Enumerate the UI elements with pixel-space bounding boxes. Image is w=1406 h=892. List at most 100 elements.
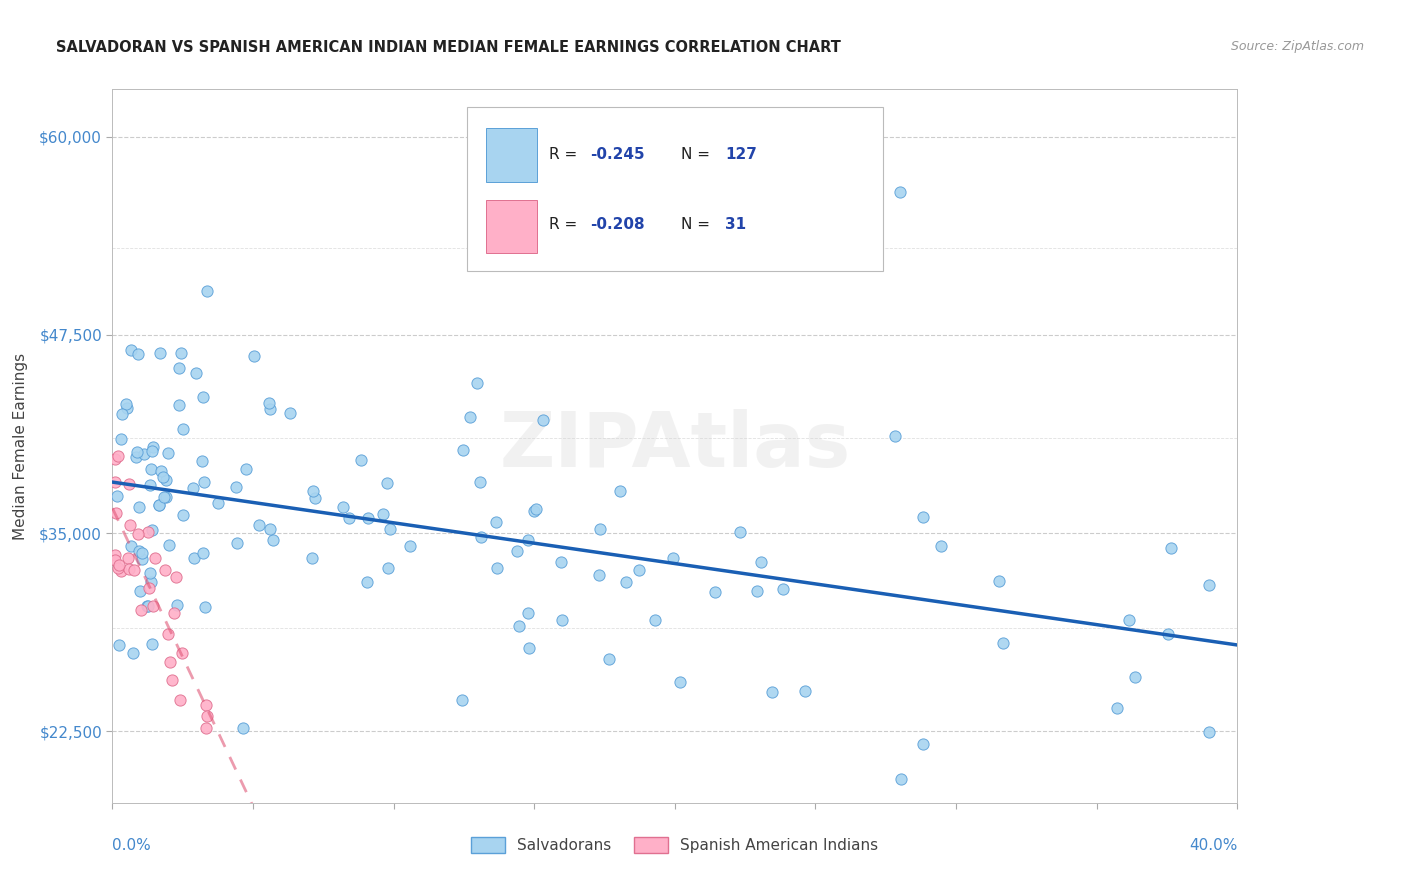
Text: 31: 31 (725, 218, 747, 232)
Point (588, 523, 610, 537)
Text: N =: N = (681, 218, 714, 232)
Text: 0.0%: 0.0% (112, 838, 152, 854)
FancyBboxPatch shape (467, 107, 883, 271)
Point (167, 361, 190, 376)
Point (166, 598, 188, 612)
Point (470, 530, 492, 544)
Point (1107, 701, 1129, 715)
Point (669, 674, 692, 689)
Point (141, 523, 163, 537)
Text: 40.0%: 40.0% (1189, 838, 1237, 854)
Point (194, 721, 217, 735)
Point (153, 563, 176, 577)
Point (508, 618, 530, 632)
Point (143, 551, 166, 566)
Point (191, 546, 214, 560)
Point (128, 500, 150, 514)
Point (152, 470, 174, 484)
Point (278, 406, 301, 420)
Point (195, 284, 218, 298)
Point (110, 433, 132, 447)
FancyBboxPatch shape (486, 200, 537, 253)
Point (257, 396, 280, 410)
Point (793, 683, 815, 698)
Point (262, 533, 284, 548)
Point (132, 447, 155, 461)
Point (506, 544, 529, 558)
Point (139, 478, 162, 492)
Point (988, 574, 1011, 588)
Point (598, 652, 620, 666)
Point (155, 473, 177, 487)
Point (131, 552, 153, 566)
Point (159, 655, 181, 669)
Point (110, 408, 132, 422)
Text: SALVADORAN VS SPANISH AMERICAN INDIAN MEDIAN FEMALE EARNINGS CORRELATION CHART: SALVADORAN VS SPANISH AMERICAN INDIAN ME… (56, 40, 841, 55)
Point (193, 600, 215, 615)
Point (517, 640, 540, 655)
Point (195, 698, 218, 712)
Point (122, 563, 145, 577)
Point (380, 522, 402, 536)
Point (104, 548, 127, 562)
Point (247, 518, 270, 533)
Point (588, 567, 610, 582)
Point (108, 558, 131, 572)
Point (644, 614, 666, 628)
Point (127, 527, 149, 541)
Point (890, 772, 912, 786)
Point (451, 442, 474, 457)
Point (1157, 627, 1180, 641)
Point (142, 440, 165, 454)
Point (104, 552, 127, 566)
Text: N =: N = (681, 147, 714, 162)
Point (142, 599, 165, 614)
Text: -0.208: -0.208 (591, 218, 645, 232)
Text: R =: R = (548, 147, 582, 162)
Point (302, 484, 325, 499)
Point (170, 346, 193, 360)
Point (129, 583, 152, 598)
Point (155, 490, 177, 504)
Point (148, 498, 170, 512)
Point (118, 562, 141, 576)
Point (162, 673, 184, 687)
Point (125, 444, 148, 458)
Point (195, 708, 218, 723)
Point (141, 462, 163, 476)
Point (125, 450, 148, 464)
Point (243, 349, 266, 363)
Point (225, 480, 247, 494)
Point (169, 692, 191, 706)
Point (524, 501, 547, 516)
Point (728, 524, 751, 539)
Point (991, 636, 1014, 650)
Point (377, 560, 399, 574)
Point (141, 443, 163, 458)
Point (121, 646, 143, 660)
Point (136, 524, 159, 539)
Point (128, 544, 150, 558)
Point (157, 538, 180, 552)
Point (148, 498, 170, 512)
Point (745, 584, 768, 599)
Point (115, 401, 138, 415)
Point (153, 490, 176, 504)
Point (460, 410, 482, 425)
Point (141, 637, 163, 651)
Point (761, 685, 783, 699)
Point (350, 452, 373, 467)
Point (108, 638, 131, 652)
Point (516, 533, 538, 547)
Point (167, 398, 190, 412)
Point (156, 627, 179, 641)
Point (704, 585, 727, 599)
FancyBboxPatch shape (486, 128, 537, 182)
Point (191, 454, 214, 468)
Point (399, 539, 422, 553)
Point (375, 476, 398, 491)
Point (165, 570, 187, 584)
Point (661, 550, 683, 565)
Point (186, 366, 208, 380)
Point (1118, 613, 1140, 627)
